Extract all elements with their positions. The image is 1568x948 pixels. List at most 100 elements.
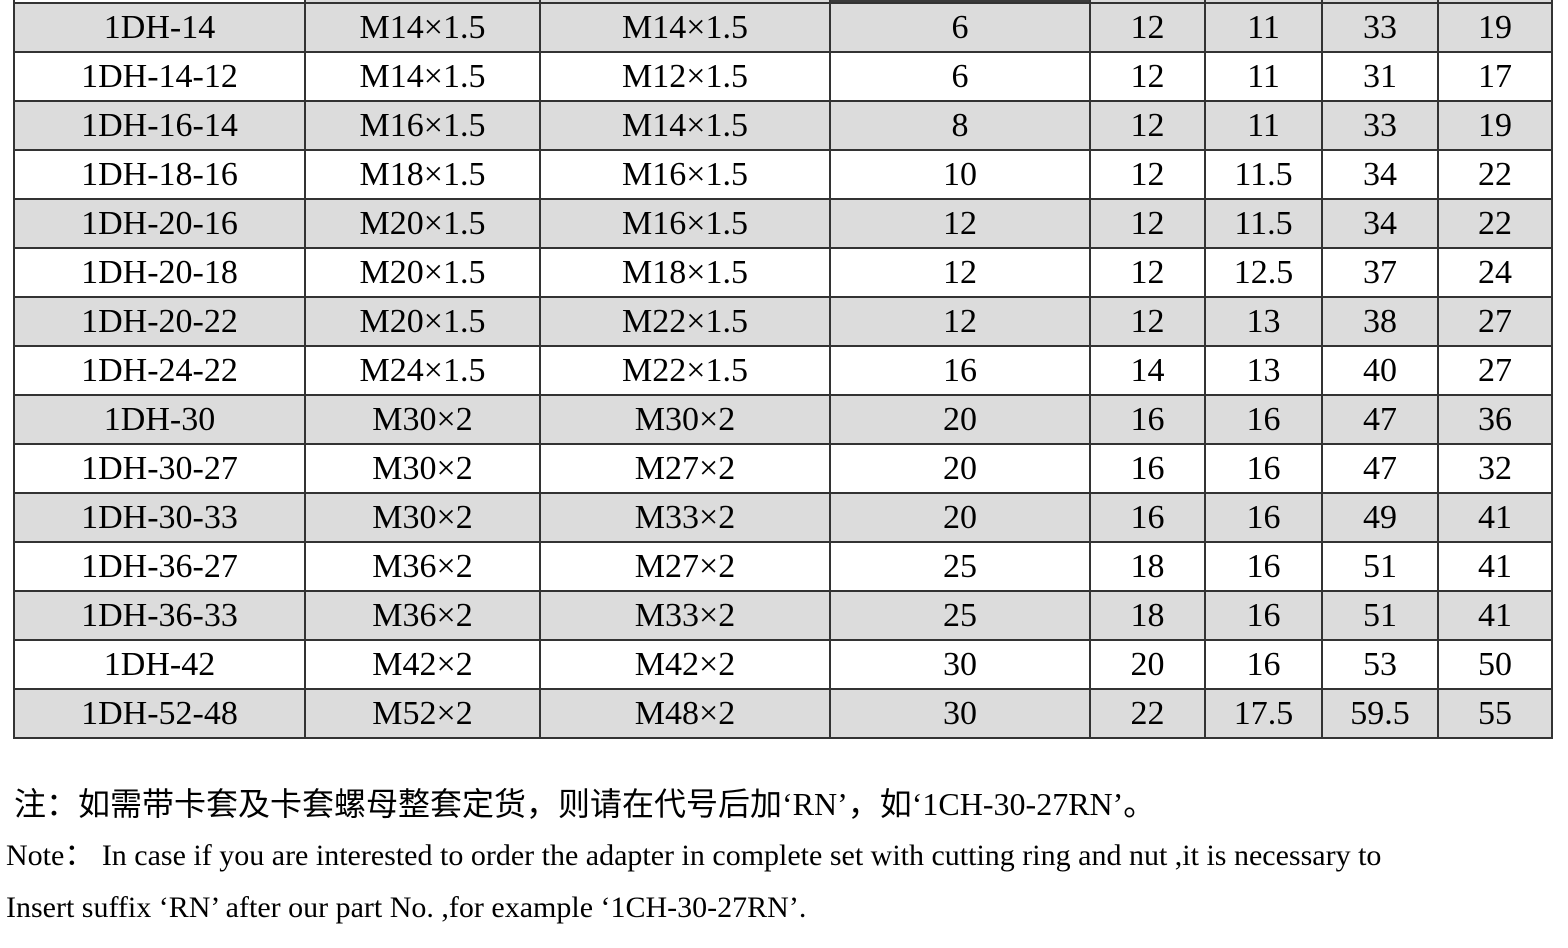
table-cell: 12: [1089, 149, 1206, 200]
table-cell: 1DH-52-48: [13, 688, 306, 739]
table-cell: 18: [1089, 541, 1206, 592]
table-cell: 38: [1321, 296, 1439, 347]
table-cell: 12: [1089, 198, 1206, 249]
table-row: 1DH-14-12 M14×1.5 M12×1.5 6 12 11 31 17: [13, 51, 1553, 102]
table-cell: 33: [1321, 100, 1439, 151]
table-cell: 20: [1089, 639, 1206, 690]
table-cell: M14×1.5: [539, 2, 831, 53]
table-row: 1DH-16-14 M16×1.5 M14×1.5 8 12 11 33 19: [13, 100, 1553, 151]
table-cell: M18×1.5: [539, 247, 831, 298]
table-row: 1DH-30-33 M30×2 M33×2 20 16 16 49 41: [13, 492, 1553, 543]
table-cell: 16: [1204, 492, 1323, 543]
table-cell: 11.5: [1204, 149, 1323, 200]
table-cell: M42×2: [539, 639, 831, 690]
table-cell: 12: [1089, 100, 1206, 151]
table-cell: M27×2: [539, 443, 831, 494]
table-cell: 59.5: [1321, 688, 1439, 739]
table-cell: 27: [1437, 345, 1553, 396]
table-cell: 1DH-30-27: [13, 443, 306, 494]
table-cell: 1DH-36-33: [13, 590, 306, 641]
table-cell: 1DH-14-12: [13, 51, 306, 102]
table-cell: 51: [1321, 541, 1439, 592]
table-cell: [1437, 0, 1553, 4]
table-cell: 6: [829, 51, 1091, 102]
table-cell: M22×1.5: [539, 296, 831, 347]
cutoff-row-sliver: [13, 0, 1553, 4]
table-cell: [1089, 0, 1206, 4]
note-english-line2: Insert suffix ‘RN’ after our part No. ,f…: [6, 891, 807, 924]
table-cell: 22: [1089, 688, 1206, 739]
table-row: 1DH-36-33 M36×2 M33×2 25 18 16 51 41: [13, 590, 1553, 641]
table-cell: M24×1.5: [304, 345, 541, 396]
table-cell: 1DH-30: [13, 394, 306, 445]
table-cell: 12: [829, 296, 1091, 347]
table-cell: 14: [1089, 345, 1206, 396]
table-cell: M36×2: [304, 590, 541, 641]
table-cell: 33: [1321, 2, 1439, 53]
table-cell: 16: [1204, 443, 1323, 494]
table-cell: M20×1.5: [304, 247, 541, 298]
table-cell: 8: [829, 100, 1091, 151]
table-cell: M16×1.5: [539, 149, 831, 200]
table-cell: 13: [1204, 296, 1323, 347]
table-cell: 41: [1437, 590, 1553, 641]
table-cell: 1DH-42: [13, 639, 306, 690]
footnotes: 注：如需带卡套及卡套螺母整套定货，则请在代号后加‘RN’，如‘1CH-30-27…: [6, 778, 1566, 934]
table-cell: M14×1.5: [539, 100, 831, 151]
table-cell: 12: [1089, 51, 1206, 102]
table-cell: 19: [1437, 100, 1553, 151]
table-cell: M48×2: [539, 688, 831, 739]
table-cell: 1DH-16-14: [13, 100, 306, 151]
table-cell: 12: [829, 247, 1091, 298]
table-cell: 12.5: [1204, 247, 1323, 298]
table-cell: M14×1.5: [304, 2, 541, 53]
table-cell: 12: [1089, 2, 1206, 53]
table-cell: 30: [829, 688, 1091, 739]
table-cell: 18: [1089, 590, 1206, 641]
table-row: 1DH-14 M14×1.5 M14×1.5 6 12 11 33 19: [13, 2, 1553, 53]
table-cell: [1204, 0, 1323, 4]
note-chinese: 注：如需带卡套及卡套螺母整套定货，则请在代号后加‘RN’，如‘1CH-30-27…: [14, 786, 1156, 822]
table-cell: 11: [1204, 51, 1323, 102]
table-cell: 6: [829, 2, 1091, 53]
table-cell: 1DH-18-16: [13, 149, 306, 200]
table-cell: 12: [829, 198, 1091, 249]
table-cell: 50: [1437, 639, 1553, 690]
table-cell: 11: [1204, 2, 1323, 53]
table-cell: 11.5: [1204, 198, 1323, 249]
table-cell: 1DH-20-22: [13, 296, 306, 347]
table-cell: [13, 0, 306, 4]
table-cell: [539, 0, 831, 4]
table-cell: M16×1.5: [304, 100, 541, 151]
table-cell: 1DH-20-16: [13, 198, 306, 249]
table-cell: 22: [1437, 149, 1553, 200]
table-cell: 12: [1089, 247, 1206, 298]
table-cell: 19: [1437, 2, 1553, 53]
table-cell: M18×1.5: [304, 149, 541, 200]
table-cell: 47: [1321, 394, 1439, 445]
table-cell: 55: [1437, 688, 1553, 739]
table-row: 1DH-36-27 M36×2 M27×2 25 18 16 51 41: [13, 541, 1553, 592]
table-row: 1DH-20-22 M20×1.5 M22×1.5 12 12 13 38 27: [13, 296, 1553, 347]
table-cell: M30×2: [539, 394, 831, 445]
table-cell: 12: [1089, 296, 1206, 347]
table-cell: [829, 0, 1091, 4]
table-row: 1DH-20-18 M20×1.5 M18×1.5 12 12 12.5 37 24: [13, 247, 1553, 298]
table-cell: M20×1.5: [304, 198, 541, 249]
table-cell: 16: [1204, 394, 1323, 445]
table-cell: 16: [1204, 639, 1323, 690]
table-cell: 24: [1437, 247, 1553, 298]
table-cell: 16: [1089, 443, 1206, 494]
table-row: 1DH-42 M42×2 M42×2 30 20 16 53 50: [13, 639, 1553, 690]
table-cell: [1321, 0, 1439, 4]
table-cell: 17: [1437, 51, 1553, 102]
table-cell: 1DH-30-33: [13, 492, 306, 543]
table-cell: 51: [1321, 590, 1439, 641]
note-english-line1: Note： In case if you are interested to o…: [6, 839, 1382, 872]
table-cell: 1DH-36-27: [13, 541, 306, 592]
table-cell: M42×2: [304, 639, 541, 690]
table-cell: 13: [1204, 345, 1323, 396]
table-cell: 27: [1437, 296, 1553, 347]
table-cell: 53: [1321, 639, 1439, 690]
table-cell: 34: [1321, 149, 1439, 200]
